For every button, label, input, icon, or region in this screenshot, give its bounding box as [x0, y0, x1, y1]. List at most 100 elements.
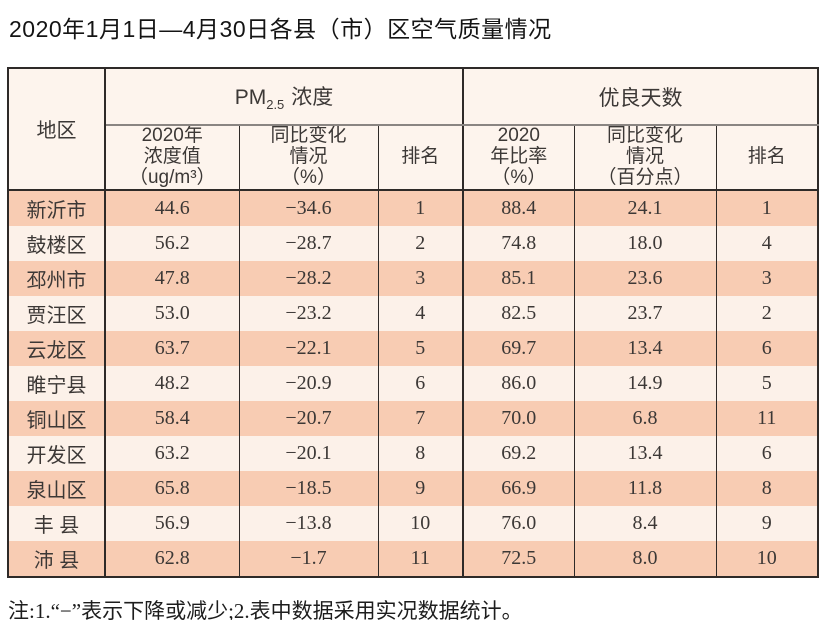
days-rate-cell: 85.1	[463, 260, 575, 296]
days-change-cell: 6.8	[574, 400, 717, 436]
days-change-cell: 23.7	[574, 295, 717, 331]
days-rate-cell: 69.2	[463, 435, 575, 471]
pm-value-cell: 53.0	[105, 295, 240, 331]
days-rank-cell: 4	[716, 225, 819, 261]
pm-value-cell: 65.8	[105, 470, 240, 506]
days-rate-cell: 86.0	[463, 365, 575, 401]
area-cell: 铜山区	[8, 400, 106, 436]
pm-change-cell: −20.9	[239, 365, 379, 401]
area-cell: 丰 县	[8, 505, 106, 541]
column-header-pm-change: 同比变化 情况 （%）	[239, 125, 379, 191]
page-title: 2020年1月1日—4月30日各县（市）区空气质量情况	[9, 16, 552, 42]
table-row: 丰 县 56.9 −13.8 10 76.0 8.4 9	[8, 505, 819, 541]
area-cell: 云龙区	[8, 330, 106, 366]
pm-value-cell: 44.6	[105, 189, 240, 226]
pm-rank-cell: 9	[378, 470, 465, 506]
table-header: 地区 PM2.5 浓度 优良天数 2020年 浓度值 （ug/m³） 同比变化 情…	[8, 68, 819, 191]
air-quality-table: 地区 PM2.5 浓度 优良天数 2020年 浓度值 （ug/m³） 同比变化 情…	[7, 67, 820, 578]
area-cell: 泉山区	[8, 470, 106, 506]
area-cell: 沛 县	[8, 540, 106, 577]
column-header-days-rank: 排名	[716, 125, 819, 191]
days-rank-cell: 9	[716, 505, 819, 541]
pm-rank-cell: 1	[378, 189, 465, 226]
pm-rank-cell: 3	[378, 260, 465, 296]
area-cell: 贾汪区	[8, 295, 106, 331]
pm-rank-cell: 11	[378, 540, 465, 577]
table-row: 泉山区 65.8 −18.5 9 66.9 11.8 8	[8, 470, 819, 506]
table-row: 贾汪区 53.0 −23.2 4 82.5 23.7 2	[8, 295, 819, 331]
pm-change-cell: −23.2	[239, 295, 379, 331]
days-rate-cell: 66.9	[463, 470, 575, 506]
days-rank-cell: 1	[716, 189, 819, 226]
table-row: 睢宁县 48.2 −20.9 6 86.0 14.9 5	[8, 365, 819, 401]
column-header-days-change: 同比变化 情况 （百分点）	[574, 125, 717, 191]
days-change-cell: 24.1	[574, 189, 717, 226]
pm25-label-prefix: PM	[234, 86, 267, 109]
column-header-area: 地区	[8, 68, 106, 191]
pm-change-cell: −20.1	[239, 435, 379, 471]
days-rate-cell: 76.0	[463, 505, 575, 541]
table-row: 新沂市 44.6 −34.6 1 88.4 24.1 1	[8, 189, 819, 226]
pm-change-cell: −28.2	[239, 260, 379, 296]
days-change-cell: 8.0	[574, 540, 717, 577]
pm-change-cell: −28.7	[239, 225, 379, 261]
days-rank-cell: 3	[716, 260, 819, 296]
pm-value-cell: 62.8	[105, 540, 240, 577]
pm25-label-suffix: 浓度	[291, 86, 334, 109]
pm-rank-cell: 7	[378, 400, 465, 436]
days-rate-cell: 69.7	[463, 330, 575, 366]
pm-rank-cell: 8	[378, 435, 465, 471]
table-row: 沛 县 62.8 −1.7 11 72.5 8.0 10	[8, 540, 819, 577]
days-change-cell: 23.6	[574, 260, 717, 296]
days-rank-cell: 2	[716, 295, 819, 331]
pm-value-cell: 47.8	[105, 260, 240, 296]
table-row: 云龙区 63.7 −22.1 5 69.7 13.4 6	[8, 330, 819, 366]
area-cell: 开发区	[8, 435, 106, 471]
pm-value-cell: 48.2	[105, 365, 240, 401]
table-row: 铜山区 58.4 −20.7 7 70.0 6.8 11	[8, 400, 819, 436]
days-rank-cell: 6	[716, 330, 819, 366]
pm-value-cell: 56.2	[105, 225, 240, 261]
table-row: 邳州市 47.8 −28.2 3 85.1 23.6 3	[8, 260, 819, 296]
pm-change-cell: −22.1	[239, 330, 379, 366]
days-rank-cell: 11	[716, 400, 819, 436]
area-cell: 新沂市	[8, 189, 106, 226]
table-body: 新沂市 44.6 −34.6 1 88.4 24.1 1 鼓楼区 56.2 −2…	[8, 189, 819, 577]
header-sub-row: 2020年 浓度值 （ug/m³） 同比变化 情况 （%） 排名 2020 年比…	[8, 125, 819, 191]
days-rate-cell: 82.5	[463, 295, 575, 331]
days-change-cell: 18.0	[574, 225, 717, 261]
pm-rank-cell: 4	[378, 295, 465, 331]
column-group-good-days: 优良天数	[463, 68, 819, 126]
column-header-pm-rank: 排名	[378, 125, 465, 191]
pm-rank-cell: 2	[378, 225, 465, 261]
pm-change-cell: −34.6	[239, 189, 379, 226]
pm-rank-cell: 10	[378, 505, 465, 541]
days-rate-cell: 88.4	[463, 189, 575, 226]
table-row: 鼓楼区 56.2 −28.7 2 74.8 18.0 4	[8, 225, 819, 261]
pm-value-cell: 63.7	[105, 330, 240, 366]
pm-change-cell: −1.7	[239, 540, 379, 577]
footnote: 注:1.“−”表示下降或减少;2.表中数据采用实况数据统计。	[8, 598, 523, 620]
pm-value-cell: 56.9	[105, 505, 240, 541]
area-cell: 睢宁县	[8, 365, 106, 401]
column-header-pm-value: 2020年 浓度值 （ug/m³）	[105, 125, 240, 191]
pm-rank-cell: 5	[378, 330, 465, 366]
column-group-pm25: PM2.5 浓度	[105, 68, 465, 126]
pm-change-cell: −20.7	[239, 400, 379, 436]
pm-change-cell: −18.5	[239, 470, 379, 506]
table-row: 开发区 63.2 −20.1 8 69.2 13.4 6	[8, 435, 819, 471]
header-group-row: 地区 PM2.5 浓度 优良天数	[8, 68, 819, 191]
days-rate-cell: 70.0	[463, 400, 575, 436]
days-change-cell: 14.9	[574, 365, 717, 401]
days-change-cell: 13.4	[574, 330, 717, 366]
pm25-label-subscript: 2.5	[266, 97, 285, 112]
area-cell: 鼓楼区	[8, 225, 106, 261]
days-rate-cell: 74.8	[463, 225, 575, 261]
days-change-cell: 13.4	[574, 435, 717, 471]
days-change-cell: 8.4	[574, 505, 717, 541]
pm-change-cell: −13.8	[239, 505, 379, 541]
days-change-cell: 11.8	[574, 470, 717, 506]
days-rank-cell: 5	[716, 365, 819, 401]
days-rank-cell: 10	[716, 540, 819, 577]
